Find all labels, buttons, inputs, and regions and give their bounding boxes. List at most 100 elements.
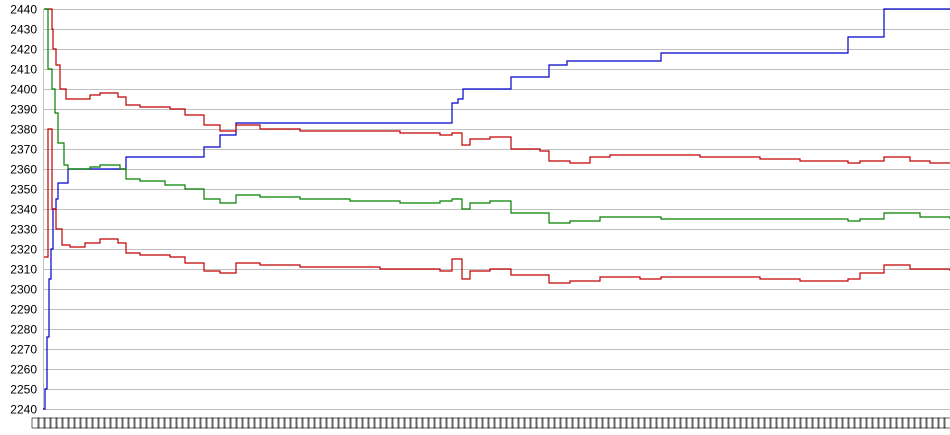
x-tick-label-mark (181, 417, 190, 429)
x-tick-label-mark (193, 417, 202, 429)
x-tick-label-mark (535, 417, 544, 429)
x-tick-label-mark (823, 417, 832, 429)
x-tick-label-mark (247, 417, 256, 429)
x-tick-label-mark (331, 417, 340, 429)
y-tick-label: 2340 (10, 203, 37, 217)
x-tick-label-mark (109, 417, 118, 429)
x-tick-label-mark (457, 417, 466, 429)
x-tick-label-mark (571, 417, 580, 429)
x-tick-label-mark (127, 417, 136, 429)
x-tick-label-mark (163, 417, 172, 429)
x-tick-label-mark (721, 417, 730, 429)
y-tick-label: 2380 (10, 123, 37, 137)
x-tick-label-mark (763, 417, 772, 429)
x-tick-label-mark (415, 417, 424, 429)
x-tick-label-mark (169, 417, 178, 429)
y-tick-label: 2420 (10, 43, 37, 57)
x-tick-label-mark (115, 417, 124, 429)
x-tick-label-mark (235, 417, 244, 429)
x-tick-label-mark (79, 417, 88, 429)
x-tick-label-mark (433, 417, 442, 429)
x-tick-label-mark (229, 417, 238, 429)
x-tick-label-mark (583, 417, 592, 429)
x-tick-label-mark (565, 417, 574, 429)
x-tick-label-mark (853, 417, 862, 429)
x-tick-label-mark (907, 417, 916, 429)
x-tick-label-mark (121, 417, 130, 429)
x-tick-label-mark (631, 417, 640, 429)
x-tick-label-mark (307, 417, 316, 429)
x-tick-label-mark (757, 417, 766, 429)
x-tick-label-mark (145, 417, 154, 429)
x-tick-label-mark (85, 417, 94, 429)
x-tick-label-mark (655, 417, 664, 429)
x-tick-label-mark (97, 417, 106, 429)
series-line-0 (43, 8, 950, 410)
x-tick-label-mark (283, 417, 292, 429)
x-tick-label-mark (901, 417, 910, 429)
x-tick-label-mark (913, 417, 922, 429)
y-tick-label: 2440 (10, 3, 37, 17)
x-tick-label-mark (157, 417, 166, 429)
x-tick-label-mark (505, 417, 514, 429)
x-tick-label-mark (793, 417, 802, 429)
y-tick-label: 2300 (10, 283, 37, 297)
x-tick-label-mark (55, 417, 64, 429)
y-tick-label: 2400 (10, 83, 37, 97)
x-tick-label-mark (673, 417, 682, 429)
x-tick-label-mark (787, 417, 796, 429)
x-tick-label-mark (271, 417, 280, 429)
x-tick-label-mark (187, 417, 196, 429)
x-tick-label-mark (325, 417, 334, 429)
x-tick-label-mark (805, 417, 814, 429)
x-tick-label-mark (31, 417, 40, 429)
x-tick-label-mark (43, 417, 52, 429)
x-tick-label-mark (385, 417, 394, 429)
x-tick-label-mark (337, 417, 346, 429)
x-tick-label-mark (241, 417, 250, 429)
x-tick-label-mark (943, 417, 950, 429)
x-tick-label-mark (151, 417, 160, 429)
x-tick-label-mark (745, 417, 754, 429)
series-line-2 (44, 8, 950, 224)
x-tick-label-mark (685, 417, 694, 429)
x-tick-label-mark (595, 417, 604, 429)
x-tick-label-mark (691, 417, 700, 429)
x-tick-label-mark (649, 417, 658, 429)
x-tick-label-mark (67, 417, 76, 429)
x-tick-label-mark (259, 417, 268, 429)
x-tick-label-mark (751, 417, 760, 429)
series-lines (43, 8, 950, 410)
y-tick-label: 2310 (10, 263, 37, 277)
x-tick-label-mark (619, 417, 628, 429)
x-tick-label-mark (343, 417, 352, 429)
x-tick-label-mark (859, 417, 868, 429)
x-tick-label-mark (445, 417, 454, 429)
y-tick-label: 2290 (10, 303, 37, 317)
x-tick-label-mark (61, 417, 70, 429)
x-tick-label-mark (667, 417, 676, 429)
x-tick-label-mark (301, 417, 310, 429)
x-tick-label-mark (367, 417, 376, 429)
x-tick-label-mark (679, 417, 688, 429)
x-tick-label-mark (403, 417, 412, 429)
x-tick-label-mark (895, 417, 904, 429)
x-tick-label-mark (889, 417, 898, 429)
x-tick-label-mark (643, 417, 652, 429)
x-tick-label-mark (223, 417, 232, 429)
y-tick-label: 2390 (10, 103, 37, 117)
y-tick-label: 2410 (10, 63, 37, 77)
x-tick-label-mark (73, 417, 82, 429)
x-tick-label-mark (637, 417, 646, 429)
x-tick-label-mark (529, 417, 538, 429)
x-tick-label-mark (877, 417, 886, 429)
x-tick-label-mark (799, 417, 808, 429)
x-tick-label-mark (517, 417, 526, 429)
x-tick-label-mark (769, 417, 778, 429)
y-tick-label: 2240 (10, 403, 37, 417)
x-tick-label-mark (559, 417, 568, 429)
x-tick-label-mark (103, 417, 112, 429)
x-tick-label-mark (715, 417, 724, 429)
x-tick-label-mark (775, 417, 784, 429)
